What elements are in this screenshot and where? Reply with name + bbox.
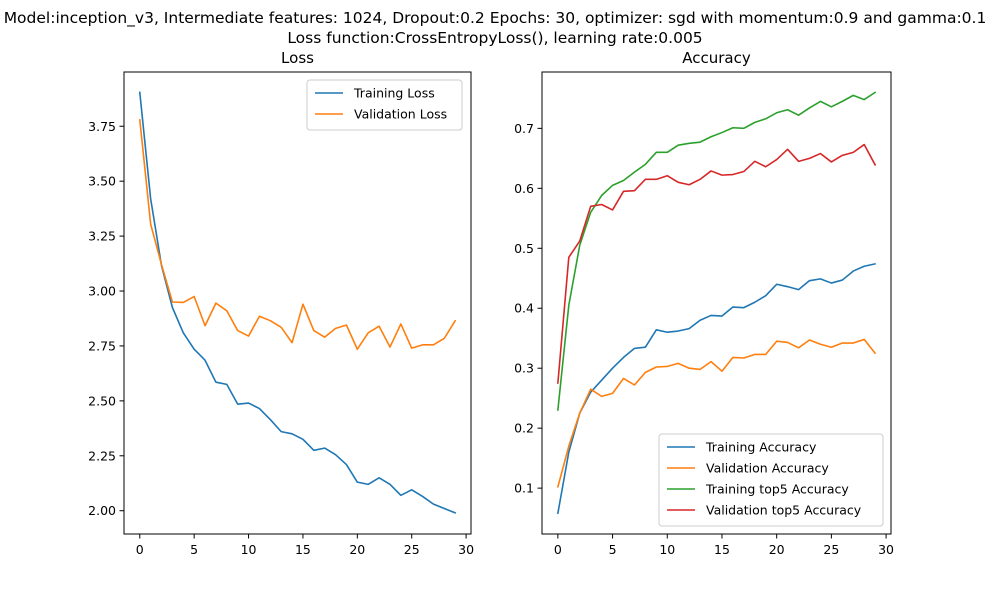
accuracy-x-tick-label: 20 (769, 542, 785, 557)
loss-y-tick-label: 3.75 (88, 119, 116, 134)
loss-legend: Training Loss Validation Loss (306, 79, 463, 131)
accuracy-x-tick-label: 5 (609, 542, 617, 557)
loss-chart: Loss 0 5 10 15 20 25 30 2.00 2.25 2.50 2.75 3.00 3.2… (88, 49, 474, 557)
accuracy-y-tick-label: 0.5 (514, 241, 534, 256)
accuracy-series-validation-top5-accuracy (557, 143, 876, 385)
accuracy-y-tick-label: 0.7 (514, 121, 534, 136)
accuracy-series-validation-accuracy (557, 338, 876, 488)
loss-x-tick-label: 20 (349, 542, 365, 557)
loss-y-tick-label: 2.25 (88, 448, 116, 463)
figure-title-line-2: Loss function:CrossEntropyLoss(), learni… (287, 29, 702, 47)
loss-x-tick-label: 10 (241, 542, 257, 557)
accuracy-series-training-top5-accuracy (557, 91, 876, 411)
loss-y-tick-label: 3.00 (88, 284, 116, 299)
loss-y-tick-label: 3.25 (88, 229, 116, 244)
accuracy-y-tick-label: 0.3 (514, 361, 534, 376)
loss-y-tick-label: 3.50 (88, 174, 116, 189)
accuracy-x-tick-label: 15 (714, 542, 730, 557)
loss-x-tick-label: 30 (458, 542, 474, 557)
accuracy-legend-label-training-accuracy: Training Accuracy (705, 440, 817, 455)
loss-legend-label-validation-loss: Validation Loss (354, 107, 447, 122)
loss-x-tick-label: 5 (190, 542, 198, 557)
loss-x-tick-label: 15 (295, 542, 311, 557)
loss-x-tick-label: 0 (136, 542, 144, 557)
loss-chart-title: Loss (281, 49, 314, 67)
loss-x-tick-label: 25 (404, 542, 420, 557)
loss-axes-frame (123, 71, 472, 535)
loss-legend-box (306, 79, 463, 131)
accuracy-chart: Accuracy 0 5 10 15 20 25 30 0.1 0.2 0.3 0.4 0.5 0.6 0… (514, 49, 894, 557)
loss-legend-label-training-loss: Training Loss (353, 86, 435, 101)
accuracy-legend-label-validation-top5-accuracy: Validation top5 Accuracy (706, 503, 862, 518)
accuracy-legend-box (658, 433, 884, 527)
loss-y-tick-label: 2.00 (88, 503, 116, 518)
accuracy-legend: Training Accuracy Validation Accuracy Trai… (658, 433, 884, 527)
accuracy-x-tick-label: 30 (878, 542, 894, 557)
loss-y-tick-label: 2.50 (88, 393, 116, 408)
accuracy-y-tick-label: 0.2 (514, 421, 534, 436)
accuracy-series-training-accuracy (557, 263, 876, 515)
loss-y-tick-label: 2.75 (88, 338, 116, 353)
accuracy-x-tick-label: 10 (659, 542, 675, 557)
accuracy-chart-title: Accuracy (682, 49, 751, 67)
accuracy-legend-label-validation-accuracy: Validation Accuracy (706, 461, 829, 476)
accuracy-legend-label-training-top5-accuracy: Training top5 Accuracy (705, 482, 849, 497)
loss-series-training-loss (138, 91, 457, 514)
accuracy-y-tick-label: 0.1 (514, 481, 534, 496)
accuracy-y-tick-label: 0.6 (514, 181, 534, 196)
loss-series-validation-loss (138, 118, 457, 351)
figure-title-line-1: Model:inception_v3, Intermediate feature… (4, 9, 987, 28)
accuracy-axes-frame (541, 71, 892, 535)
accuracy-x-tick-label: 25 (823, 542, 839, 557)
accuracy-y-tick-label: 0.4 (514, 301, 534, 316)
accuracy-x-tick-label: 0 (554, 542, 562, 557)
